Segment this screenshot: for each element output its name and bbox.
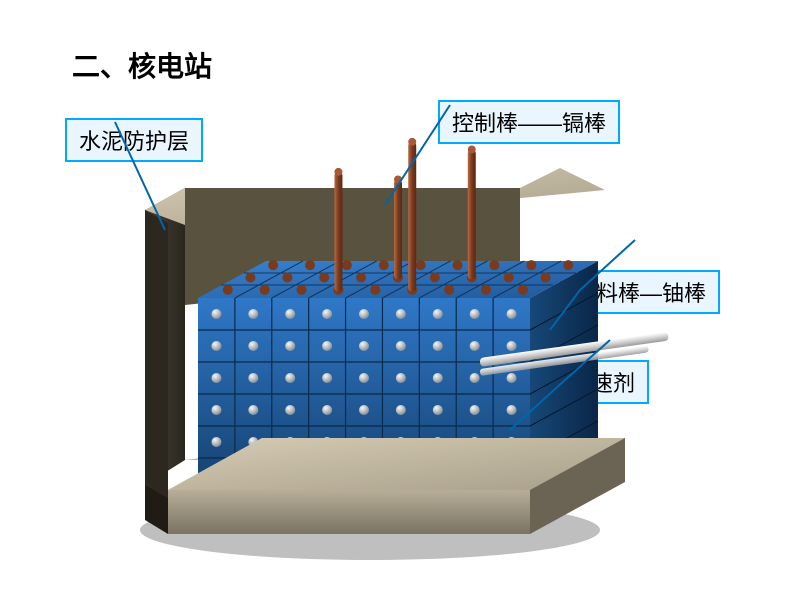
leader-shield bbox=[115, 122, 165, 230]
section-title: 二、核电站 bbox=[72, 45, 212, 85]
reactor-svg bbox=[50, 90, 690, 570]
reactor-diagram bbox=[100, 130, 580, 550]
shield-left-front bbox=[145, 210, 168, 534]
shield-base-front bbox=[168, 490, 530, 534]
